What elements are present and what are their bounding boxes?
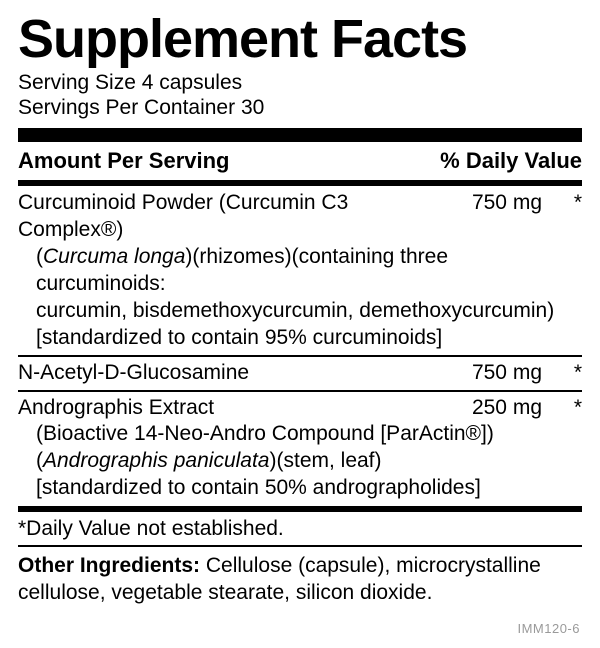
ingredient-amount: 250 mg — [442, 395, 542, 422]
ingredient-subline: [standardized to contain 50% andrographo… — [18, 475, 582, 502]
other-ingredients: Other Ingredients: Cellulose (capsule), … — [18, 553, 582, 607]
panel-title: Supplement Facts — [18, 12, 582, 66]
ingredient-dv: * — [542, 360, 582, 387]
supplement-facts-panel: Supplement Facts Serving Size 4 capsules… — [0, 0, 600, 648]
dv-footnote: *Daily Value not established. — [18, 516, 582, 542]
divider-thick — [18, 128, 582, 142]
ingredient-subline: (Andrographis paniculata)(stem, leaf) — [18, 448, 582, 475]
ingredient-row: Andrographis Extract250 mg* — [18, 395, 582, 422]
ingredient-name: N-Acetyl-D-Glucosamine — [18, 360, 442, 387]
ingredient-subline: curcumin, bisdemethoxycurcumin, demethox… — [18, 298, 582, 325]
ingredient-name: Andrographis Extract — [18, 395, 442, 422]
divider-medium — [18, 180, 582, 186]
ingredient-subline: [standardized to contain 95% curcuminoid… — [18, 325, 582, 352]
divider-thin — [18, 355, 582, 357]
product-code: IMM120-6 — [18, 621, 582, 636]
other-ingredients-label: Other Ingredients: — [18, 554, 200, 577]
ingredient-amount: 750 mg — [442, 190, 542, 244]
table-header-row: Amount Per Serving % Daily Value — [18, 146, 582, 176]
ingredient-row: Curcuminoid Powder (Curcumin C3 Complex®… — [18, 190, 582, 244]
servings-per-container: Servings Per Container 30 — [18, 95, 582, 120]
ingredient-dv: * — [542, 190, 582, 244]
ingredient-subline: (Bioactive 14-Neo-Andro Compound [ParAct… — [18, 421, 582, 448]
ingredient-dv: * — [542, 395, 582, 422]
ingredients-list: Curcuminoid Powder (Curcumin C3 Complex®… — [18, 190, 582, 502]
divider-medium-bottom — [18, 506, 582, 512]
ingredient-row: N-Acetyl-D-Glucosamine750 mg* — [18, 360, 582, 387]
serving-size: Serving Size 4 capsules — [18, 70, 582, 95]
ingredient-amount: 750 mg — [442, 360, 542, 387]
divider-thin — [18, 545, 582, 547]
ingredient-subline: (Curcuma longa)(rhizomes)(containing thr… — [18, 244, 582, 298]
divider-thin — [18, 390, 582, 392]
header-amount-per-serving: Amount Per Serving — [18, 148, 229, 174]
header-daily-value: % Daily Value — [440, 148, 582, 174]
ingredient-name: Curcuminoid Powder (Curcumin C3 Complex®… — [18, 190, 442, 244]
